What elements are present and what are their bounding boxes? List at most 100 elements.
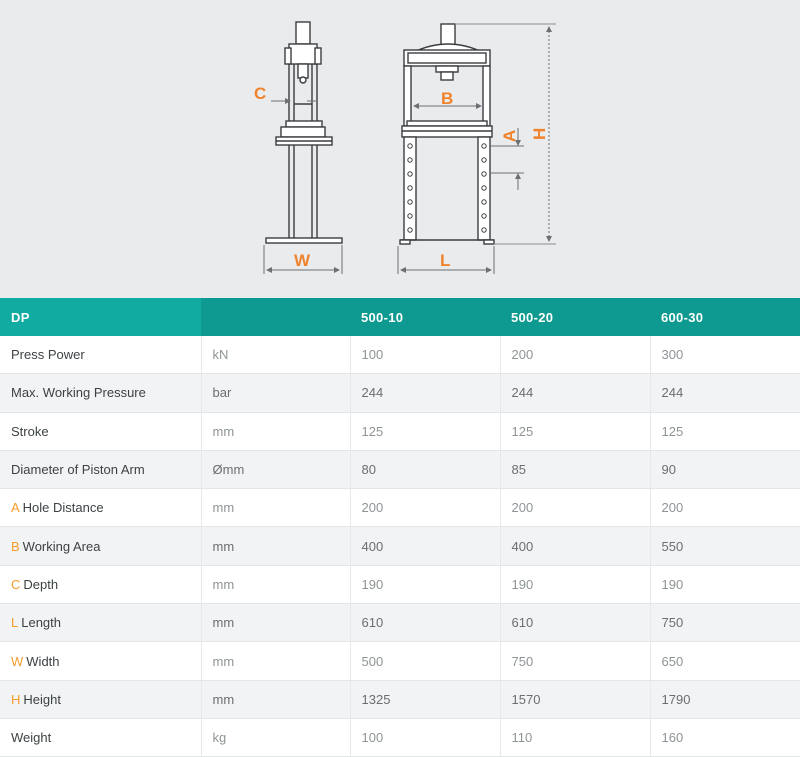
row-value: 244 [349, 373, 500, 413]
row-unit: mm [200, 680, 350, 719]
row-value: 400 [499, 526, 650, 566]
row-value: 200 [499, 336, 650, 375]
row-unit: mm [200, 412, 350, 451]
row-value: 100 [349, 718, 500, 757]
row-value: 200 [649, 488, 800, 528]
row-value: 190 [349, 565, 500, 605]
row-value: 125 [649, 412, 800, 451]
row-label-text: Max. Working Pressure [11, 385, 146, 401]
row-value: 80 [349, 450, 500, 490]
dimension-letter: H [11, 691, 21, 707]
row-value: 500 [349, 641, 500, 681]
row-label-text: Hole Distance [22, 500, 104, 516]
table-row: Max. Working Pressure bar 244 244 244 [0, 373, 800, 413]
row-label: Max. Working Pressure [0, 373, 201, 413]
row-value: 190 [649, 565, 800, 605]
dim-label-b: B [441, 89, 453, 108]
row-value: 750 [499, 641, 650, 681]
row-value: 610 [349, 603, 500, 643]
row-unit: mm [200, 603, 350, 643]
row-label-text: Length [21, 615, 61, 631]
row-label: Weight [0, 718, 201, 757]
row-label: L Length [0, 603, 201, 643]
row-value: 90 [649, 450, 800, 490]
row-unit: mm [200, 488, 350, 528]
table-row: Press Power kN 100 200 300 [0, 336, 800, 375]
table-row: A Hole Distance mm 200 200 200 [0, 488, 800, 528]
dim-label-w: W [294, 251, 311, 270]
header-600-30: 600-30 [650, 298, 800, 336]
row-value: 300 [649, 336, 800, 375]
table-row: Diameter of Piston Arm Ømm 80 85 90 [0, 450, 800, 490]
table-body: Press Power kN 100 200 300 Max. Working Press… [0, 336, 800, 757]
row-unit: mm [200, 641, 350, 681]
row-label-text: Stroke [11, 423, 49, 439]
row-value: 550 [649, 526, 800, 566]
row-label: H Height [0, 680, 201, 719]
dim-label-a: A [500, 130, 519, 142]
row-label-text: Diameter of Piston Arm [11, 462, 145, 478]
press-drawing: C W [254, 21, 556, 274]
side-view [265, 21, 343, 244]
row-label: Press Power [0, 336, 201, 375]
dim-label-h: H [530, 128, 549, 140]
row-value: 160 [649, 718, 800, 757]
row-value: 1790 [649, 680, 800, 719]
row-label-text: Working Area [22, 538, 101, 554]
header-unit [201, 298, 350, 336]
header-500-20: 500-20 [500, 298, 650, 336]
row-value: 85 [499, 450, 650, 490]
row-unit: Ømm [200, 450, 350, 490]
row-value: 650 [649, 641, 800, 681]
row-unit: kN [200, 336, 350, 375]
row-value: 200 [499, 488, 650, 528]
table-row: C Depth mm 190 190 190 [0, 565, 800, 605]
dimension-letter: C [11, 576, 21, 592]
row-value: 200 [349, 488, 500, 528]
table-row: B Working Area mm 400 400 550 [0, 526, 800, 566]
row-label: B Working Area [0, 526, 201, 566]
row-value: 244 [499, 373, 650, 413]
table-row: H Height mm 1325 1570 1790 [0, 680, 800, 719]
row-value: 400 [349, 526, 500, 566]
row-label: W Width [0, 641, 201, 681]
row-value: 110 [499, 718, 650, 757]
dimension-letter: W [11, 653, 24, 669]
header-model: DP [0, 298, 201, 336]
dimension-letter: B [11, 538, 20, 554]
table-row: Weight kg 100 110 160 [0, 718, 800, 757]
row-value: 244 [649, 373, 800, 413]
row-unit: mm [200, 565, 350, 605]
row-value: 100 [349, 336, 500, 375]
dimension-c: C [254, 84, 318, 104]
header-500-10: 500-10 [350, 298, 500, 336]
row-label-text: Press Power [11, 347, 85, 363]
dimension-l: L [397, 246, 495, 274]
table-row: Stroke mm 125 125 125 [0, 412, 800, 451]
dim-label-c: C [254, 84, 266, 103]
row-unit: mm [200, 526, 350, 566]
row-value: 190 [499, 565, 650, 605]
dimension-h: H [455, 23, 556, 245]
row-label: A Hole Distance [0, 488, 201, 528]
row-unit: kg [200, 718, 350, 757]
dimension-letter: A [11, 500, 20, 516]
row-unit: bar [200, 373, 350, 413]
row-value: 1325 [349, 680, 500, 719]
row-value: 1570 [499, 680, 650, 719]
row-label-text: Height [23, 691, 61, 707]
row-value: 750 [649, 603, 800, 643]
dimension-w: W [263, 245, 343, 274]
press-dimension-diagram: C W [0, 0, 800, 298]
front-view [399, 23, 495, 245]
row-value: 125 [499, 412, 650, 451]
row-label: Stroke [0, 412, 201, 451]
dimension-letter: L [11, 615, 19, 631]
row-label: Diameter of Piston Arm [0, 450, 201, 490]
dimension-b: B [413, 89, 482, 109]
row-label-text: Width [26, 653, 60, 669]
dim-label-l: L [440, 251, 450, 270]
spec-table: DP 500-10 500-20 600-30 Press Power kN 100… [0, 298, 800, 757]
row-label: C Depth [0, 565, 201, 605]
row-value: 125 [349, 412, 500, 451]
